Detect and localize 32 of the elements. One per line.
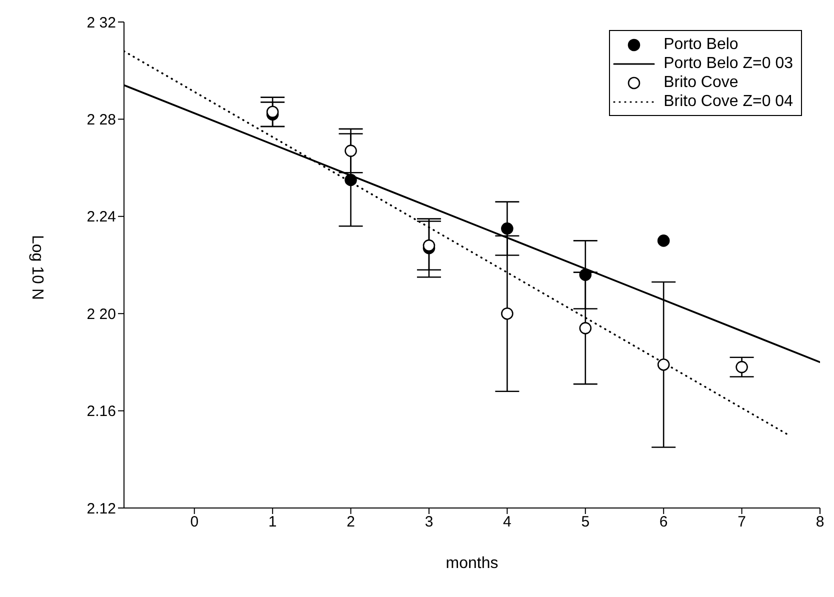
point [266,106,279,118]
point [501,222,514,235]
point [579,268,592,281]
legend-label: Porto Belo [664,35,738,54]
y-axis-title: Log 10 N [28,235,46,300]
x-tick-label: 5 [581,514,590,531]
x-tick-label: 6 [659,514,668,531]
x-tick-label: 7 [738,514,746,531]
point [501,307,514,320]
x-tick-label: 4 [503,514,512,531]
x-axis-title: months [446,555,498,572]
legend-label: Brito Cove [664,73,738,92]
legend-label: Brito Cove Z=0 04 [664,92,793,111]
x-tick-label: 0 [190,514,199,531]
y-tick-label: 2.24 [86,208,116,226]
point [657,234,670,247]
y-tick-label: 2 20 [86,306,116,323]
x-tick-label: 2 [346,514,355,531]
point [736,360,748,374]
point [422,239,436,252]
y-tick-label: 2 32 [86,14,116,32]
y-tick-label: 2.12 [86,500,116,518]
x-tick-label: 1 [268,514,277,531]
point [344,174,357,186]
point [344,144,357,157]
y-tick-label: 2.16 [86,403,116,420]
x-tick-label: 8 [816,514,824,531]
legend-label: Porto Belo Z=0 03 [664,54,793,73]
x-tick-label: 3 [424,514,434,531]
point [657,358,670,371]
y-tick-label: 2 28 [86,112,116,129]
point [579,322,592,334]
